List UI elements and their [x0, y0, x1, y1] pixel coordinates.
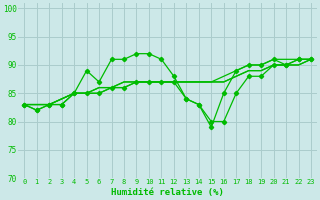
X-axis label: Humidité relative (%): Humidité relative (%)	[111, 188, 224, 197]
